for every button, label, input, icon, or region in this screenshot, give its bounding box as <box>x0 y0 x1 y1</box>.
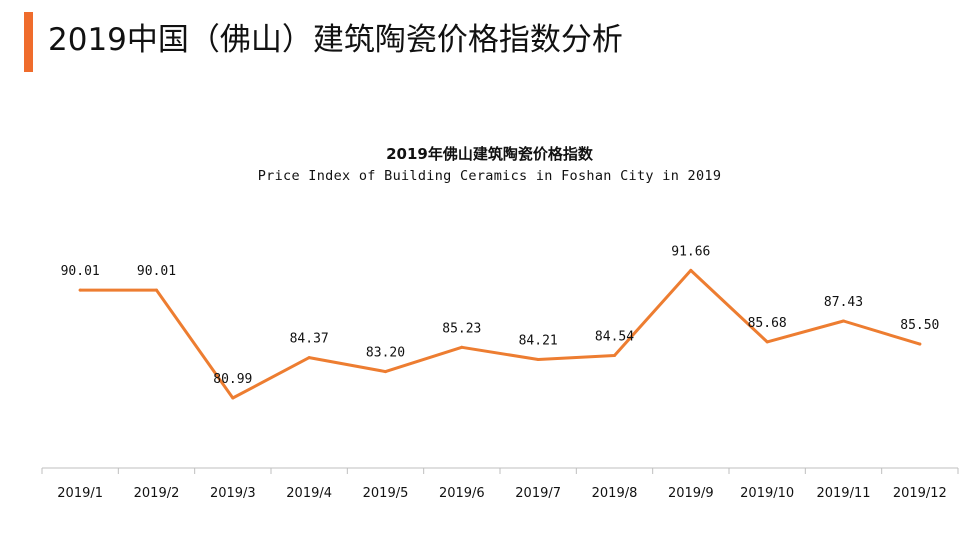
x-tick-label: 2019/8 <box>592 486 638 501</box>
x-tick-label: 2019/4 <box>286 486 332 501</box>
x-tick-label: 2019/1 <box>57 486 103 501</box>
data-point <box>842 319 845 323</box>
data-point <box>689 268 693 272</box>
data-label: 87.43 <box>824 295 863 310</box>
series-line <box>78 268 922 400</box>
data-label: 84.54 <box>595 330 634 345</box>
x-tick-label: 2019/11 <box>816 486 870 501</box>
data-label: 91.66 <box>671 244 710 259</box>
chart-subtitle: Price Index of Building Ceramics in Fosh… <box>257 168 722 184</box>
x-tick-label: 2019/7 <box>515 486 561 501</box>
x-tick-label: 2019/9 <box>668 486 714 501</box>
data-point <box>231 396 235 400</box>
data-point <box>536 357 540 361</box>
data-label: 84.37 <box>290 332 329 347</box>
data-point <box>460 345 464 349</box>
data-point <box>765 340 769 344</box>
page-title: 2019中国（佛山）建筑陶瓷价格指数分析 <box>48 22 623 58</box>
data-point <box>155 288 158 292</box>
data-point <box>613 354 616 358</box>
data-label: 85.68 <box>748 316 787 331</box>
data-label: 83.20 <box>366 346 405 361</box>
data-label: 80.99 <box>213 372 252 387</box>
data-point <box>307 356 311 360</box>
x-tick-label: 2019/12 <box>893 486 947 501</box>
data-label: 90.01 <box>137 264 176 279</box>
data-point <box>384 370 387 374</box>
data-point <box>918 342 922 346</box>
x-tick-label: 2019/6 <box>439 486 485 501</box>
data-point <box>78 288 82 292</box>
x-tick-label: 2019/10 <box>740 486 794 501</box>
x-tick-label: 2019/2 <box>134 486 180 501</box>
chart-title: 2019年佛山建筑陶瓷价格指数 <box>386 145 593 163</box>
data-label: 84.21 <box>519 333 558 348</box>
data-label: 90.01 <box>61 264 100 279</box>
data-label: 85.23 <box>442 321 481 336</box>
x-tick-label: 2019/3 <box>210 486 256 501</box>
data-label: 85.50 <box>900 318 939 333</box>
x-tick-label: 2019/5 <box>363 486 409 501</box>
header-accent-bar <box>24 12 33 72</box>
